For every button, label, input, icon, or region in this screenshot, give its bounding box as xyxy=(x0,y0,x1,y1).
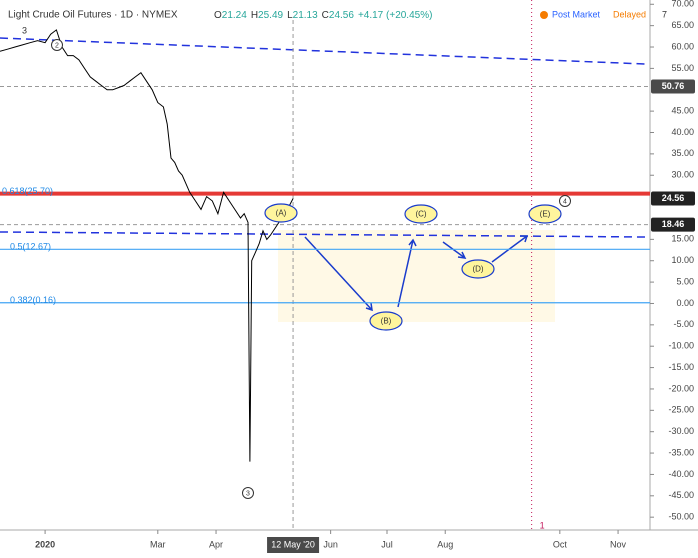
wave-label: (E) xyxy=(540,210,551,219)
ohlc-value: 21.24 xyxy=(222,10,247,21)
ohlc-change: +4.17 (+20.45%) xyxy=(358,10,433,21)
x-tick-label: Nov xyxy=(610,539,627,549)
price-badge xyxy=(651,217,695,232)
projection-zone xyxy=(278,230,555,322)
indicator-count: 3 xyxy=(22,25,27,35)
y-tick-label: -30.00 xyxy=(668,426,694,436)
wave-label: (C) xyxy=(415,210,426,219)
y-tick-label: 30.00 xyxy=(671,170,694,180)
x-tick-label: Aug xyxy=(437,539,453,549)
y-tick-label: -15.00 xyxy=(668,362,694,372)
y-tick-label: -40.00 xyxy=(668,469,694,479)
y-tick-label: 45.00 xyxy=(671,106,694,116)
y-tick-label: 0.00 xyxy=(676,298,694,308)
y-tick-label: -35.00 xyxy=(668,447,694,457)
y-tick-label: -25.00 xyxy=(668,405,694,415)
fib-label: 0.5(12.67) xyxy=(10,242,51,252)
wave-label: (A) xyxy=(276,209,287,218)
x-tick-label: Apr xyxy=(209,539,223,549)
ohlc-value: 21.13 xyxy=(293,10,318,21)
status-dot xyxy=(540,11,548,19)
cursor-label: 12 May '20 xyxy=(271,539,315,549)
wave-ellipse xyxy=(404,204,438,224)
ohlc-key: L xyxy=(287,10,293,21)
x-tick-label: 2020 xyxy=(35,539,55,549)
ohlc-key: O xyxy=(214,10,222,21)
fib-label: 0.618(25.70) xyxy=(2,186,53,196)
wave-label: (D) xyxy=(472,265,483,274)
trend-line xyxy=(0,231,646,238)
y-tick-label: 55.00 xyxy=(671,63,694,73)
y-tick-label: -45.00 xyxy=(668,490,694,500)
price-badge-label: 50.76 xyxy=(662,81,685,91)
wave-label: 2 xyxy=(55,42,59,49)
price-badge xyxy=(651,79,695,94)
ohlc-value: 24.56 xyxy=(329,10,354,21)
x-tick-label: Jul xyxy=(381,539,393,549)
fib-label: 0.382(0.16) xyxy=(10,295,56,305)
y-tick-label: 65.00 xyxy=(671,20,694,30)
cursor-badge xyxy=(267,537,320,553)
price-badge-label: 24.56 xyxy=(662,193,685,203)
y-tick-label: 15.00 xyxy=(671,234,694,244)
wave-ellipse xyxy=(461,259,495,279)
x-tick-label: Mar xyxy=(150,539,166,549)
marker-label: 1 xyxy=(540,520,545,530)
delayed: Delayed xyxy=(613,9,646,19)
wave-ellipse xyxy=(369,311,403,331)
price-badge-label: 18.46 xyxy=(662,219,685,229)
chart-title: Light Crude Oil Futures · 1D · NYMEX xyxy=(8,10,178,21)
y-tick-label: -20.00 xyxy=(668,383,694,393)
wave-ellipse xyxy=(264,203,298,223)
x-tick-label: Jun xyxy=(323,539,338,549)
wave-circle xyxy=(559,195,571,207)
y-tick-label: 10.00 xyxy=(671,255,694,265)
price-badge xyxy=(651,191,695,206)
y-tick-label: 5.00 xyxy=(676,276,694,286)
x-tick-label: Oct xyxy=(553,539,568,549)
y-tick-label: 60.00 xyxy=(671,41,694,51)
y-tick-label: -50.00 xyxy=(668,512,694,522)
y-tick-label: -5.00 xyxy=(673,319,694,329)
trend-line xyxy=(0,37,646,65)
wave-label: 4 xyxy=(563,198,567,205)
ohlc-value: 25.49 xyxy=(258,10,283,21)
y-tick-label: -10.00 xyxy=(668,341,694,351)
wave-circle xyxy=(51,39,63,51)
y-tick-label: 40.00 xyxy=(671,127,694,137)
ohlc: O21.24 H25.49 L21.13 C24.56 +4.17 (+20.45%) xyxy=(214,10,432,21)
price-line-series xyxy=(0,29,294,462)
ohlc-key: H xyxy=(251,10,258,21)
wave-ellipse xyxy=(528,204,562,224)
ohlc-key: C xyxy=(322,10,329,21)
wave-label: (B) xyxy=(381,317,392,326)
y-tick-label: 70.00 xyxy=(671,0,694,9)
wave-circle xyxy=(242,487,254,499)
post-market: Post Market xyxy=(552,9,601,19)
y-tick-label: 35.00 xyxy=(671,148,694,158)
corner-label: 7 xyxy=(662,9,667,19)
wave-label: 3 xyxy=(246,490,250,497)
